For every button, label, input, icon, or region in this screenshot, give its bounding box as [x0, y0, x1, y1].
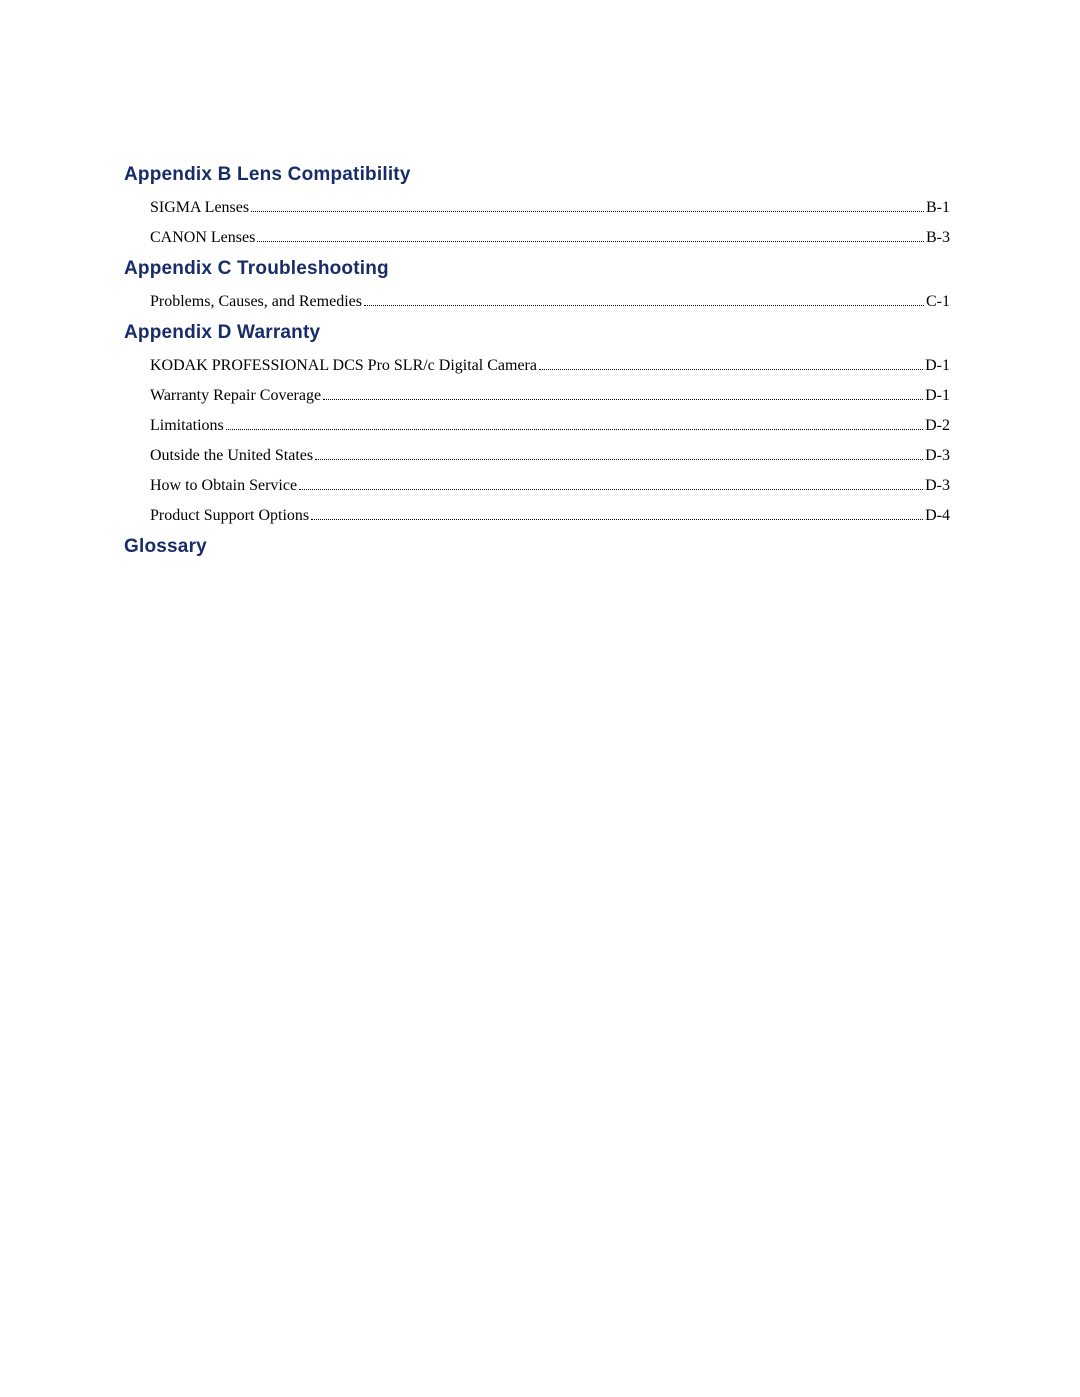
toc-leader: [315, 449, 923, 460]
toc-entry: SIGMA Lenses B-1: [150, 196, 950, 220]
heading-appendix-d: Appendix D Warranty: [124, 322, 950, 344]
document-page: Appendix B Lens Compatibility SIGMA Lens…: [0, 0, 1080, 1397]
toc-entry: CANON Lenses B-3: [150, 226, 950, 250]
toc-entry: Warranty Repair Coverage D-1: [150, 384, 950, 408]
toc-leader: [323, 389, 923, 400]
toc-entry-page: B-1: [926, 196, 950, 220]
toc-leader: [226, 419, 923, 430]
toc-leader: [539, 359, 923, 370]
toc-entry: KODAK PROFESSIONAL DCS Pro SLR/c Digital…: [150, 354, 950, 378]
toc-entry-page: D-3: [925, 474, 950, 498]
toc-entry-label: CANON Lenses: [150, 226, 255, 250]
toc-leader: [311, 509, 923, 520]
toc-entry-label: Warranty Repair Coverage: [150, 384, 321, 408]
toc-entry: Outside the United States D-3: [150, 444, 950, 468]
toc-entry-page: D-4: [925, 504, 950, 528]
toc-entry-label: Problems, Causes, and Remedies: [150, 290, 362, 314]
toc-leader: [299, 479, 923, 490]
toc-entry-label: How to Obtain Service: [150, 474, 297, 498]
toc-leader: [364, 295, 924, 306]
toc-entry-label: KODAK PROFESSIONAL DCS Pro SLR/c Digital…: [150, 354, 537, 378]
toc-entry: Problems, Causes, and Remedies C-1: [150, 290, 950, 314]
toc-entry: Product Support Options D-4: [150, 504, 950, 528]
toc-leader: [257, 231, 924, 242]
toc-entry-page: D-1: [925, 384, 950, 408]
toc-entry-label: Outside the United States: [150, 444, 313, 468]
toc-entry-page: B-3: [926, 226, 950, 250]
toc-entry: Limitations D-2: [150, 414, 950, 438]
toc-leader: [251, 201, 924, 212]
heading-appendix-c: Appendix C Troubleshooting: [124, 258, 950, 280]
toc-entry-page: D-2: [925, 414, 950, 438]
heading-glossary: Glossary: [124, 536, 950, 558]
toc-entry-page: C-1: [926, 290, 950, 314]
toc-entry: How to Obtain Service D-3: [150, 474, 950, 498]
toc-entry-page: D-3: [925, 444, 950, 468]
heading-appendix-b: Appendix B Lens Compatibility: [124, 164, 950, 186]
toc-entry-page: D-1: [925, 354, 950, 378]
toc-entry-label: Limitations: [150, 414, 224, 438]
toc-entry-label: SIGMA Lenses: [150, 196, 249, 220]
toc-entry-label: Product Support Options: [150, 504, 309, 528]
